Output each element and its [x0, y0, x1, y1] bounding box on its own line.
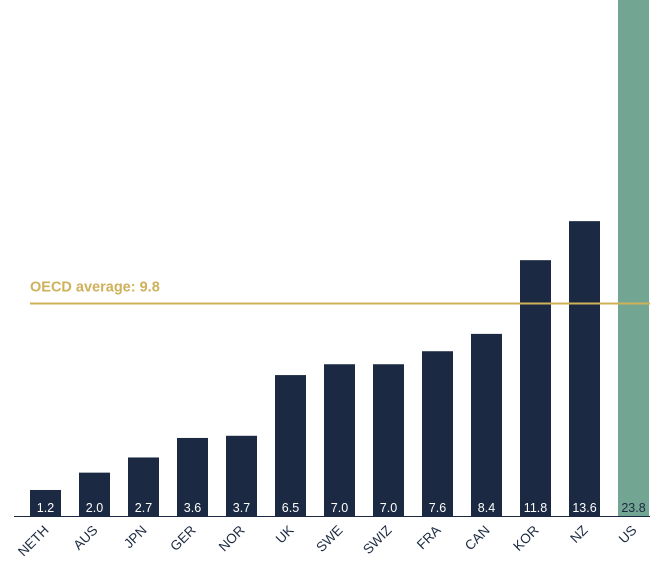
x-tick-aus: AUS	[70, 523, 100, 553]
bar-fra	[422, 351, 453, 516]
value-label-nz: 13.6	[572, 501, 596, 515]
value-label-jpn: 2.7	[135, 501, 152, 515]
x-tick-ger: GER	[167, 522, 198, 553]
bar-kor	[520, 260, 551, 516]
bar-us	[618, 0, 649, 516]
x-tick-swe: SWE	[313, 523, 345, 555]
bar-nor	[226, 435, 257, 516]
bar-jpn	[128, 457, 159, 516]
value-label-ger: 3.6	[184, 501, 201, 515]
x-tick-can: CAN	[462, 523, 493, 554]
x-tick-jpn: JPN	[121, 523, 150, 552]
value-label-nor: 3.7	[233, 501, 250, 515]
value-label-swe: 7.0	[331, 501, 348, 515]
x-tick-neth: NETH	[15, 523, 52, 560]
bar-can	[471, 333, 502, 516]
bar-ger	[177, 437, 208, 516]
bar-uk	[275, 375, 306, 516]
bar-nz	[569, 221, 600, 516]
x-tick-swiz: SWIZ	[360, 523, 394, 557]
bar-swe	[324, 364, 355, 516]
value-label-fra: 7.6	[429, 501, 446, 515]
x-tick-kor: KOR	[510, 522, 541, 553]
value-label-swiz: 7.0	[380, 501, 397, 515]
x-tick-nor: NOR	[216, 522, 248, 554]
bar-aus	[79, 472, 110, 516]
value-labels-group: 1.2 2.0 2.7 3.6 3.7 6.5 7.0 7.0 7.6 8.4 11.8 13.6 23…	[37, 501, 646, 515]
value-label-kor: 11.8	[524, 501, 547, 515]
value-label-neth: 1.2	[37, 501, 54, 515]
x-tick-us: US	[616, 523, 640, 547]
value-label-us: 23.8	[621, 501, 645, 515]
x-tick-nz: NZ	[567, 523, 590, 546]
bars-group	[30, 0, 649, 516]
x-tick-uk: UK	[273, 523, 297, 547]
value-label-can: 8.4	[478, 501, 495, 515]
bar-swiz	[373, 364, 404, 516]
value-label-aus: 2.0	[86, 501, 103, 515]
x-tick-labels-group: NETH AUS JPN GER NOR UK SWE SWIZ FRA CAN KOR NZ US	[15, 522, 640, 559]
value-label-uk: 6.5	[282, 501, 299, 515]
bar-neth	[30, 489, 61, 516]
x-tick-fra: FRA	[414, 523, 444, 553]
oecd-average-label: OECD average: 9.8	[30, 280, 160, 296]
